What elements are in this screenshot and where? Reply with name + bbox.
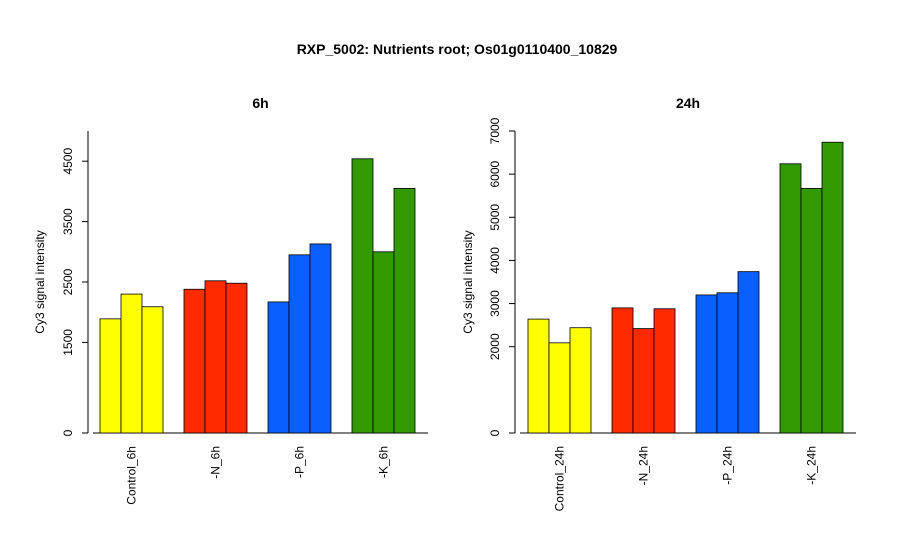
bar: [716, 292, 739, 434]
y-tick-label: 5000: [488, 204, 502, 231]
bar: [141, 306, 164, 434]
bar: [569, 327, 592, 434]
category-label: -K_24h: [805, 446, 819, 485]
bar: [99, 318, 122, 434]
bar: [183, 288, 206, 434]
bar: [800, 187, 823, 434]
y-axis-label: Cy3 signal intensity: [33, 230, 47, 333]
y-tick-label: 2500: [61, 268, 75, 295]
bar: [267, 301, 290, 434]
y-tick-label: 6000: [488, 160, 502, 187]
bar: [821, 141, 844, 434]
panel-title: 24h: [676, 95, 700, 111]
y-tick-label: 3000: [488, 290, 502, 317]
bar: [309, 243, 332, 434]
bar: [737, 271, 760, 434]
bar: [632, 328, 655, 434]
category-label: Control_24h: [553, 446, 567, 511]
y-tick-label: 0: [61, 429, 75, 436]
panel-title: 6h: [252, 95, 268, 111]
bar: [204, 280, 227, 434]
category-label: -P_6h: [293, 446, 307, 478]
bar: [120, 293, 143, 434]
bar: [288, 254, 311, 434]
bar: [351, 158, 374, 434]
category-label: -N_6h: [209, 446, 223, 479]
y-tick-label: 7000: [488, 117, 502, 144]
y-tick-label: 3500: [61, 208, 75, 235]
category-label: -K_6h: [377, 446, 391, 478]
bar: [779, 163, 802, 434]
bar: [372, 251, 395, 434]
bar: [527, 318, 550, 434]
category-label: -N_24h: [637, 446, 651, 485]
chart-main-title: RXP_5002: Nutrients root; Os01g0110400_1…: [297, 41, 618, 57]
y-tick-label: 0: [488, 429, 502, 436]
bar: [695, 294, 718, 434]
category-label: Control_6h: [125, 446, 139, 505]
bar: [653, 308, 676, 434]
y-tick-label: 1500: [61, 329, 75, 356]
bar: [548, 342, 571, 434]
y-axis-label: Cy3 signal intensity: [461, 230, 475, 333]
bar: [611, 307, 634, 434]
category-label: -P_24h: [721, 446, 735, 485]
y-tick-label: 4000: [488, 247, 502, 274]
bar: [225, 282, 248, 434]
y-tick-label: 4500: [61, 148, 75, 175]
y-tick-label: 2000: [488, 333, 502, 360]
bar: [393, 187, 416, 434]
